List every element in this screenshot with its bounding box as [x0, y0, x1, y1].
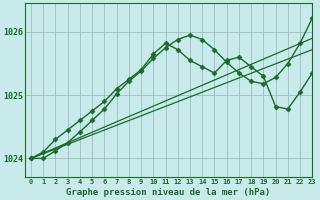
X-axis label: Graphe pression niveau de la mer (hPa): Graphe pression niveau de la mer (hPa): [67, 188, 271, 197]
